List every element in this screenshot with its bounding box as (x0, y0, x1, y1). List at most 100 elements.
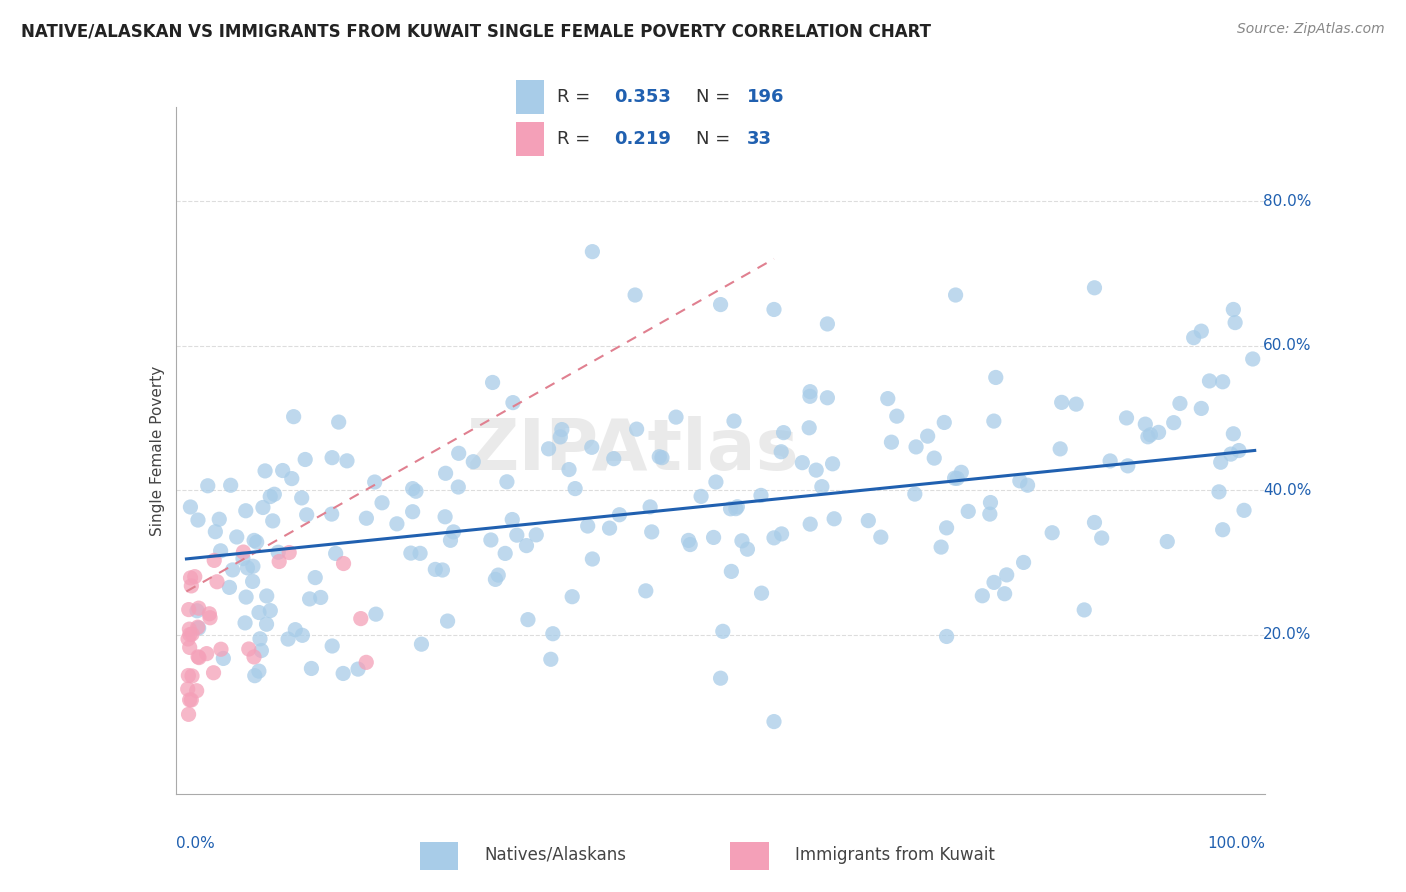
Point (246, 535, 269, 549)
Point (235, 504, 257, 518)
Point (1099, 454, 1122, 468)
Point (225, 530, 247, 544)
Point (524, 528, 547, 542)
Point (665, 410, 688, 425)
Point (291, 628, 314, 642)
Point (494, 546, 516, 560)
Point (208, 512, 231, 526)
Point (886, 409, 908, 424)
Text: 0.219: 0.219 (613, 130, 671, 148)
Point (356, 511, 378, 525)
Point (516, 613, 538, 627)
Point (328, 415, 350, 429)
Text: ZIPAtlas: ZIPAtlas (467, 416, 800, 485)
Text: 0.353: 0.353 (613, 88, 671, 106)
Point (772, 425, 794, 440)
Point (321, 450, 343, 465)
Point (284, 623, 307, 637)
Point (935, 521, 957, 535)
Text: 80.0%: 80.0% (1263, 194, 1312, 209)
Point (1012, 556, 1035, 570)
Point (1083, 516, 1105, 530)
Point (1135, 417, 1157, 432)
Point (1049, 442, 1071, 456)
Point (1198, 374, 1220, 388)
Point (710, 297, 733, 311)
Point (443, 524, 465, 539)
Point (1212, 375, 1234, 389)
Point (762, 302, 785, 317)
Point (363, 475, 385, 489)
Point (603, 451, 626, 466)
Point (1156, 534, 1178, 549)
Point (259, 604, 281, 618)
Point (626, 422, 648, 436)
Point (232, 545, 254, 559)
Point (1227, 443, 1250, 458)
Point (350, 612, 373, 626)
Point (609, 508, 631, 522)
Point (917, 429, 939, 443)
Point (235, 590, 257, 604)
Point (411, 637, 433, 651)
Point (332, 557, 354, 571)
Point (187, 649, 209, 664)
Point (309, 591, 332, 605)
Y-axis label: Single Female Poverty: Single Female Poverty (149, 366, 165, 535)
Point (1222, 302, 1244, 317)
Text: 0.0%: 0.0% (176, 837, 215, 852)
Point (858, 514, 880, 528)
Point (484, 573, 506, 587)
Point (540, 652, 562, 666)
Point (425, 562, 447, 576)
Point (1219, 447, 1241, 461)
Point (179, 500, 201, 514)
Point (364, 607, 387, 622)
Point (180, 693, 202, 707)
Point (1241, 351, 1264, 366)
Point (250, 643, 273, 657)
Point (799, 389, 821, 403)
Point (880, 435, 903, 450)
Point (737, 542, 759, 557)
Point (187, 621, 209, 635)
Point (186, 604, 208, 618)
Point (479, 533, 502, 547)
Point (436, 614, 458, 628)
Point (929, 540, 952, 554)
Point (267, 545, 290, 559)
Point (277, 632, 299, 646)
Point (347, 662, 370, 676)
Point (181, 669, 204, 683)
Point (506, 528, 529, 542)
Point (634, 583, 657, 598)
Point (1136, 430, 1159, 444)
Point (291, 491, 314, 505)
Point (581, 244, 603, 259)
Point (298, 591, 321, 606)
Point (922, 451, 945, 466)
Point (725, 500, 748, 514)
Point (219, 478, 242, 492)
Point (638, 500, 661, 514)
Text: Source: ZipAtlas.com: Source: ZipAtlas.com (1237, 22, 1385, 37)
Point (983, 575, 1005, 590)
Point (792, 456, 814, 470)
Point (749, 488, 772, 502)
Point (561, 590, 583, 604)
Point (876, 392, 898, 406)
Point (806, 463, 828, 477)
Point (502, 395, 524, 409)
Point (179, 622, 201, 636)
Point (1008, 474, 1031, 488)
FancyBboxPatch shape (419, 842, 458, 870)
Point (247, 664, 270, 678)
Point (432, 563, 454, 577)
Point (1115, 411, 1137, 425)
Point (177, 632, 200, 646)
Point (1139, 427, 1161, 442)
Point (195, 647, 218, 661)
Point (576, 519, 599, 533)
Point (537, 442, 560, 456)
Point (1064, 397, 1087, 411)
